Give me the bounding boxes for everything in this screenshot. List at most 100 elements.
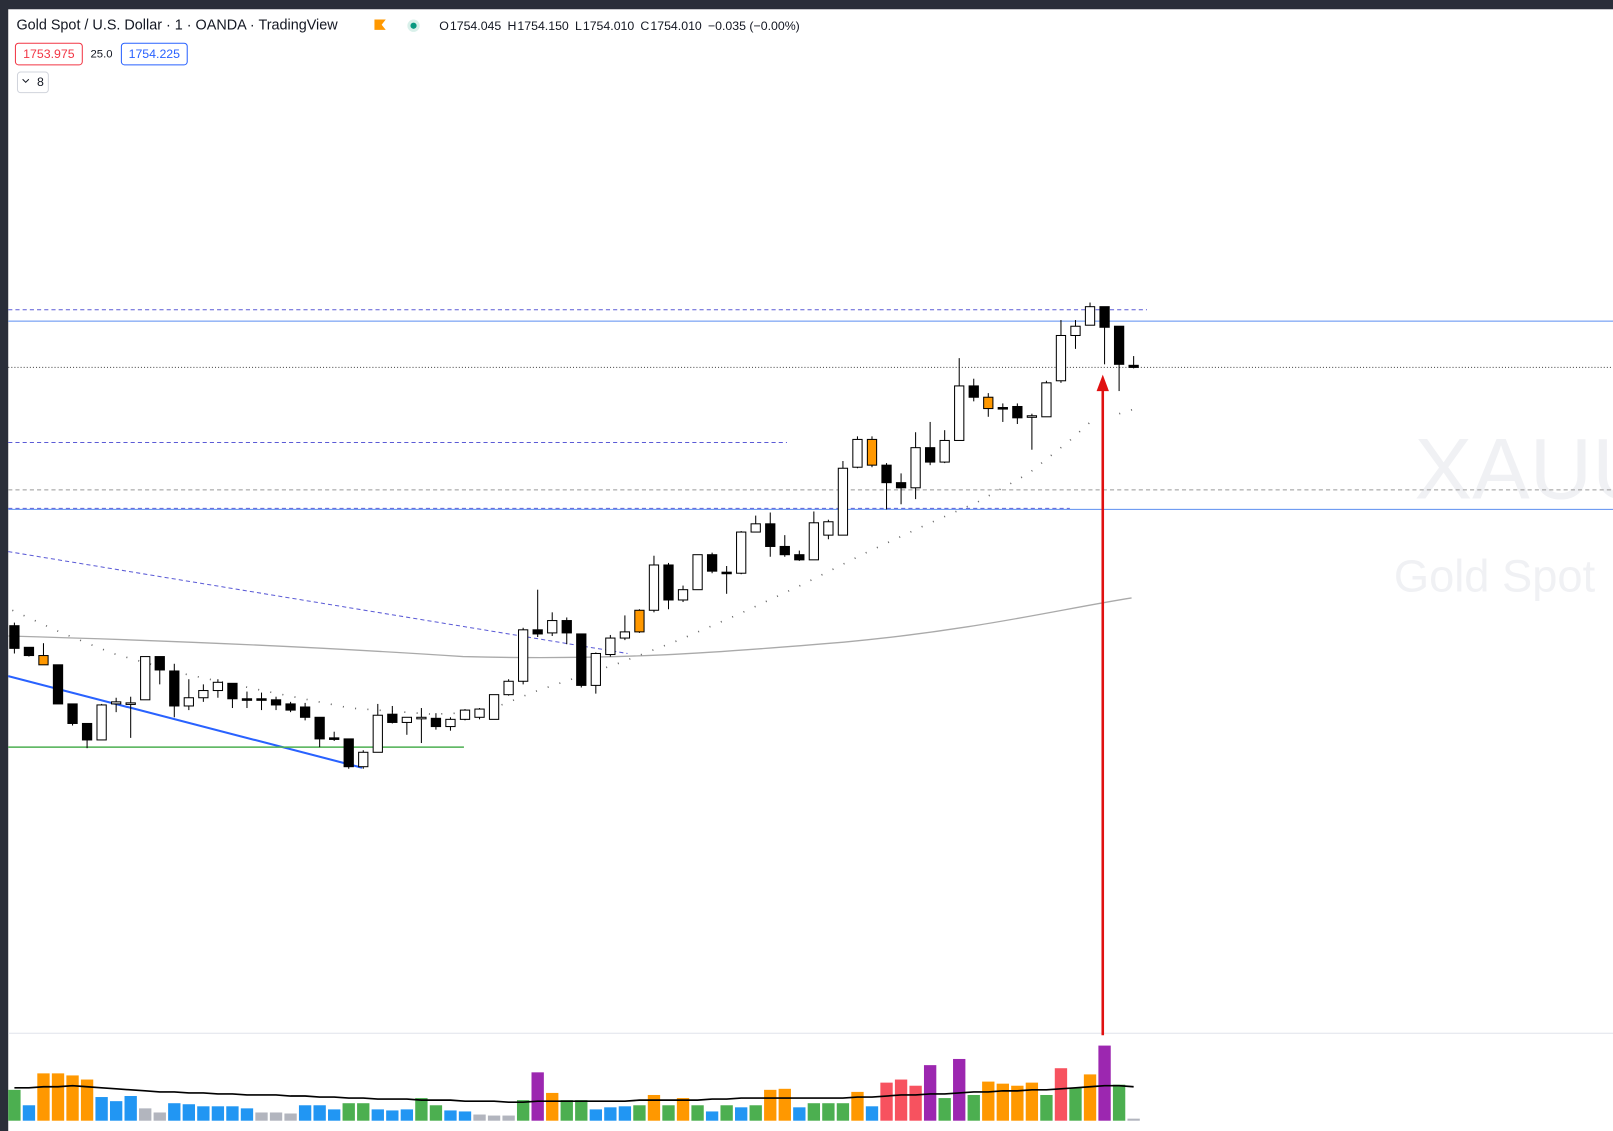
moving-average <box>8 597 1132 659</box>
candle-body <box>140 656 151 701</box>
candle-body <box>1099 306 1110 328</box>
volume-bar <box>938 1098 951 1121</box>
indicators-count[interactable]: 8 <box>37 75 44 89</box>
candle-body <box>619 631 631 639</box>
ask-price[interactable]: 1754.225 <box>129 47 181 61</box>
volume-bar <box>66 1075 79 1121</box>
arrow-head <box>1096 374 1109 392</box>
volume-pane <box>8 1045 1140 1121</box>
volume-bar <box>735 1107 748 1121</box>
status-dot <box>410 22 417 29</box>
volume-bar <box>996 1083 1009 1121</box>
candle-body <box>968 385 979 398</box>
volume-bar <box>1040 1094 1053 1121</box>
candle-body <box>1128 364 1139 368</box>
volume-bar <box>894 1079 908 1121</box>
volume-bar <box>1127 1118 1140 1121</box>
volume-bar <box>836 1103 850 1121</box>
volume-bar <box>1083 1074 1097 1121</box>
volume-bar <box>822 1103 835 1121</box>
candle-body <box>765 523 776 547</box>
volume-bar <box>1098 1045 1111 1121</box>
volume-bar <box>80 1079 94 1121</box>
volume-bar <box>313 1105 326 1121</box>
volume-bar <box>531 1072 544 1121</box>
change: −0.035 (−0.00%) <box>708 19 800 33</box>
watermark: XAUUSD Gold Spot <box>1394 421 1613 601</box>
candle-body <box>474 708 485 718</box>
volume-bar <box>328 1109 341 1121</box>
candle-body <box>634 609 645 633</box>
volume-bar <box>1069 1087 1082 1121</box>
watermark-name: Gold Spot <box>1394 550 1596 601</box>
candle-body <box>503 680 514 696</box>
watermark-ticker: XAUUSD <box>1414 421 1613 517</box>
candle-body <box>488 694 500 720</box>
candle-body <box>576 633 587 686</box>
bid-box[interactable] <box>14 42 83 66</box>
candle-body <box>547 620 558 634</box>
ohlc-label: C <box>640 19 649 33</box>
candle-body <box>270 699 282 706</box>
volume-bar <box>400 1109 414 1121</box>
volume-bar <box>676 1098 690 1121</box>
indicators-toggle[interactable] <box>16 71 49 94</box>
legend: Gold Spot / U.S. Dollar · 1 · OANDA · Tr… <box>14 18 800 94</box>
candle-body <box>52 664 64 705</box>
volume-bar <box>575 1100 588 1121</box>
candle-body <box>81 722 93 741</box>
volume-bar <box>516 1100 530 1121</box>
volume-bar <box>502 1115 515 1121</box>
ohlc-label: O <box>439 19 449 33</box>
volume-bar <box>793 1107 806 1121</box>
candle-body <box>706 554 718 572</box>
flag-icon <box>374 19 386 30</box>
volume-bar <box>1025 1082 1039 1121</box>
candle-body <box>590 652 601 686</box>
volume-bar <box>444 1110 457 1121</box>
candles <box>9 302 1139 769</box>
candle-body <box>736 531 747 574</box>
top-frame <box>0 0 1613 10</box>
candle-body <box>866 438 878 466</box>
volume-bar <box>37 1073 50 1121</box>
candle-body <box>38 655 49 666</box>
volume-bar <box>284 1113 297 1121</box>
volume-bar <box>647 1094 661 1121</box>
volume-bar <box>953 1058 966 1121</box>
candle-body <box>430 717 442 728</box>
ohlc-value: 1754.010 <box>583 19 635 33</box>
volume-bar <box>458 1111 472 1121</box>
volume-bar <box>691 1105 704 1121</box>
candle-body <box>852 438 863 468</box>
candle-body <box>183 697 194 707</box>
candle-body <box>23 646 35 657</box>
candle-body <box>169 670 180 707</box>
volume-bar <box>982 1081 995 1121</box>
candle-body <box>212 681 224 692</box>
volume-bar <box>633 1105 646 1121</box>
ask-box[interactable] <box>120 42 188 66</box>
volume-bar <box>371 1109 384 1121</box>
candle-body <box>692 554 703 591</box>
candle-body <box>997 407 1008 410</box>
volume-bar <box>909 1085 922 1121</box>
volume-bar <box>269 1112 283 1121</box>
bid-price[interactable]: 1753.975 <box>23 47 75 61</box>
ohlc-label: H <box>507 19 516 33</box>
volume-bar <box>139 1108 152 1121</box>
volume-bar <box>22 1105 36 1121</box>
volume-bar <box>168 1103 181 1121</box>
candle-body <box>96 704 107 741</box>
candle-body <box>794 554 805 561</box>
candle-body <box>648 564 660 611</box>
volume-bar <box>386 1110 399 1121</box>
volume-bar <box>182 1104 196 1121</box>
candle-body <box>314 716 325 740</box>
volume-bar <box>298 1105 312 1121</box>
volume-bar <box>720 1105 733 1121</box>
volume-bar <box>153 1112 166 1121</box>
candle-body <box>1055 334 1067 382</box>
candle-body <box>983 396 994 410</box>
